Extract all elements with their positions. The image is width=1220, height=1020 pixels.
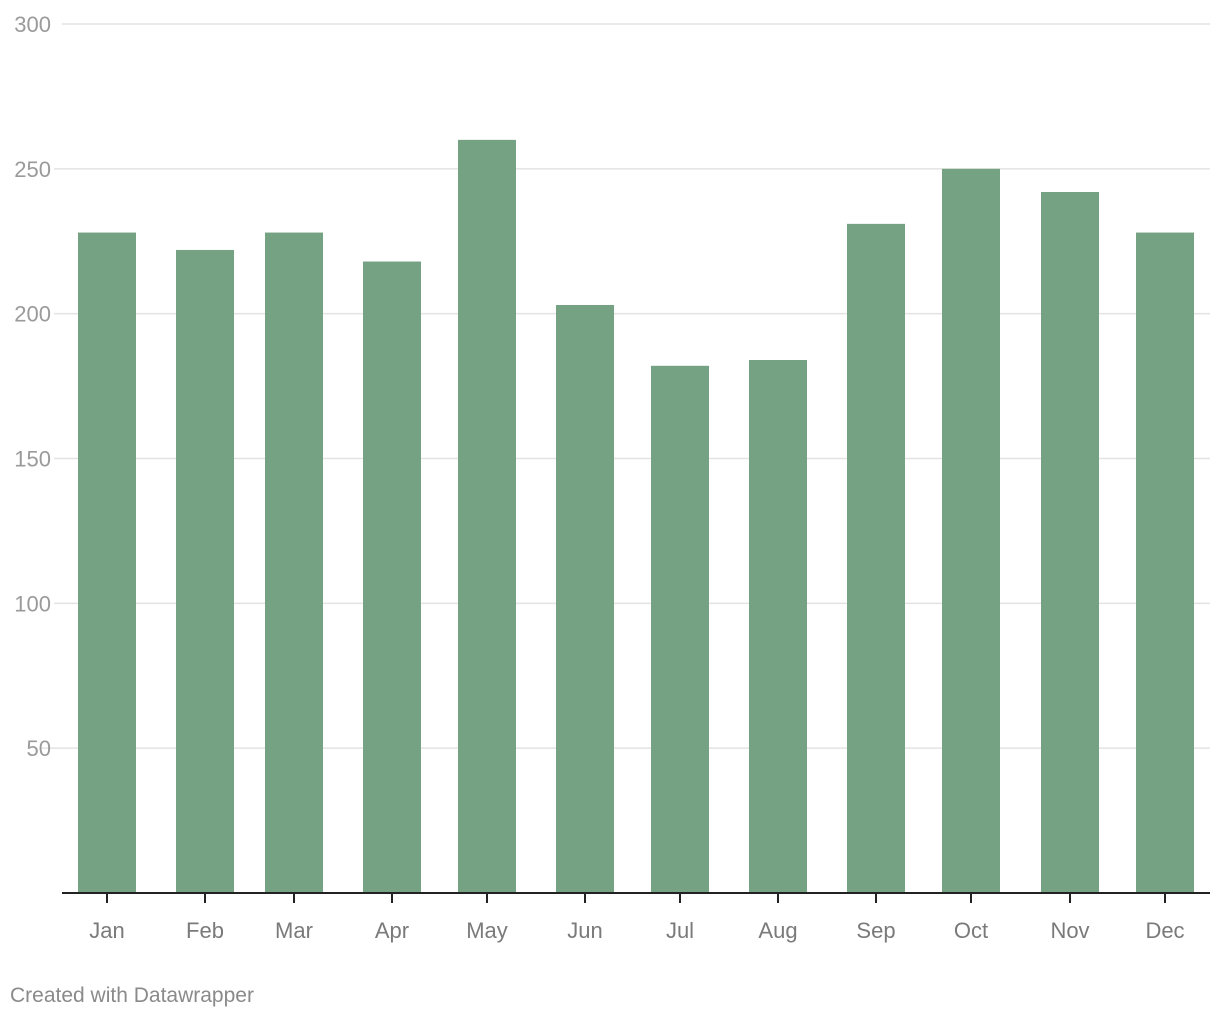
bar-feb[interactable] [176,249,234,893]
x-tick-label: Nov [1050,918,1089,943]
x-tick-label: Jan [89,918,124,943]
y-tick-label: 150 [14,447,51,472]
bar-jul[interactable] [651,365,709,894]
bar-apr[interactable] [363,261,421,893]
bar-oct[interactable] [942,168,1000,894]
y-tick-label: 50 [27,736,51,761]
x-tick-label: Jul [666,918,694,943]
footer-credit[interactable]: Created with Datawrapper [10,984,254,1007]
bar-may[interactable] [458,139,516,893]
bar-aug[interactable] [749,360,807,894]
bars [78,139,1194,894]
y-tick-label: 100 [14,591,51,616]
y-tick-label: 200 [14,302,51,327]
x-tick-label: Sep [856,918,895,943]
x-tick-label: Oct [954,918,988,943]
x-axis [62,892,1210,903]
bar-dec[interactable] [1136,232,1194,893]
gridlines [42,23,1210,749]
x-tick-label: Dec [1145,918,1184,943]
x-tick-label: Mar [275,918,313,943]
x-tick-label: May [466,918,508,943]
y-tick-label: 250 [14,157,51,182]
bar-mar[interactable] [265,232,323,893]
x-tick-label: Feb [186,918,224,943]
bar-nov[interactable] [1041,192,1099,894]
bar-sep[interactable] [847,223,905,893]
y-tick-label: 300 [14,12,51,37]
bar-jan[interactable] [78,232,136,893]
bar-jun[interactable] [556,304,614,893]
x-tick-label: Apr [375,918,409,943]
x-tick-label: Jun [567,918,602,943]
x-tick-label: Aug [758,918,797,943]
labels: 50 100 150 200 250 300 Jan Feb Mar Apr May Jun Jul Au… [14,12,1184,943]
